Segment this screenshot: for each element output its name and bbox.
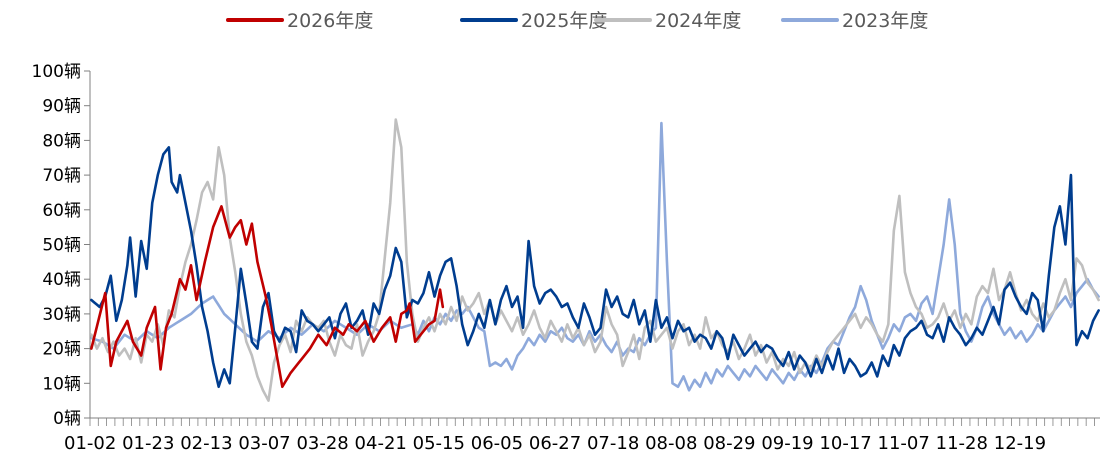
- y-tick-label: 50辆: [42, 236, 81, 256]
- x-tick-label: 10-17: [819, 433, 871, 454]
- x-tick-label: 12-19: [994, 433, 1046, 454]
- y-tick-label: 80辆: [42, 131, 81, 151]
- y-tick-label: 20辆: [42, 340, 81, 360]
- y-tick-label: 10辆: [42, 374, 81, 394]
- y-tick-label: 90辆: [42, 97, 81, 117]
- x-tick-label: 02-13: [180, 433, 232, 454]
- y-tick-label: 0辆: [53, 409, 81, 429]
- x-tick-label: 03-28: [296, 433, 348, 454]
- legend-label: 2025年度: [521, 10, 607, 32]
- x-tick-label: 01-23: [122, 433, 174, 454]
- y-tick-label: 40辆: [42, 270, 81, 290]
- x-tick-label: 11-28: [936, 433, 988, 454]
- legend-label: 2023年度: [842, 10, 928, 32]
- series-line-2026年度: [90, 205, 445, 389]
- y-tick-label: 30辆: [42, 305, 81, 325]
- legend-label: 2026年度: [287, 10, 373, 32]
- legend: 2026年度 2025年度 2024年度 2023年度: [226, 10, 928, 32]
- x-tick-label: 06-05: [471, 433, 523, 454]
- x-tick-label: 05-15: [413, 433, 465, 454]
- y-tick-label: 60辆: [42, 201, 81, 221]
- x-tick-label: 06-27: [529, 433, 581, 454]
- series-line-2025年度: [90, 146, 1100, 389]
- x-tick-label: 11-07: [878, 433, 930, 454]
- x-tick-label: 09-19: [761, 433, 813, 454]
- x-axis: 01-02 01-23 02-13 03-07 03-28 04-21 05-15 06-05…: [64, 417, 1100, 454]
- series-line-2024年度: [90, 118, 1100, 402]
- y-tick-label: 100辆: [32, 62, 81, 82]
- x-tick-label: 04-21: [355, 433, 407, 454]
- x-tick-label: 08-08: [645, 433, 697, 454]
- legend-label: 2024年度: [655, 10, 741, 32]
- y-axis: 0辆 10辆 20辆 30辆 40辆 50辆 60辆 70辆 80辆 90辆 100辆: [32, 62, 91, 429]
- y-tick-label: 70辆: [42, 166, 81, 186]
- x-tick-label: 03-07: [238, 433, 290, 454]
- x-tick-label: 01-02: [64, 433, 116, 454]
- plot-area: [90, 118, 1100, 402]
- x-tick-label: 08-29: [703, 433, 755, 454]
- x-tick-label: 07-18: [587, 433, 639, 454]
